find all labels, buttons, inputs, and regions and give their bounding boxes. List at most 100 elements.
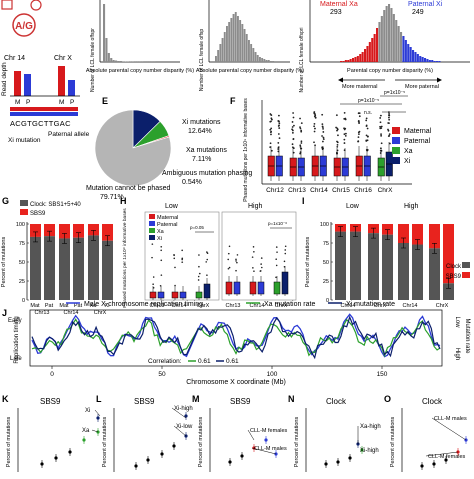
- h-outlier: [235, 259, 237, 261]
- f-outlier: [313, 125, 315, 127]
- hist-bar: [436, 61, 438, 62]
- i-high-label: High: [404, 203, 419, 210]
- hist-bar: [424, 58, 426, 62]
- f-legend-xa: Xa: [404, 148, 413, 155]
- f-outlier: [277, 142, 279, 144]
- hist-bar: [215, 56, 217, 62]
- panel-label-i: I: [302, 196, 305, 206]
- f-xtick-label: Chr13: [288, 187, 306, 194]
- f-outlier: [389, 143, 391, 145]
- f-xtick-label: Chr16: [354, 187, 372, 194]
- hist-bar: [376, 28, 378, 62]
- h-outlier: [206, 251, 208, 253]
- data-point: [264, 438, 267, 441]
- h-low-label: Low: [165, 203, 179, 210]
- hist-bar: [270, 61, 272, 62]
- more-paternal-label: More paternal: [405, 84, 439, 90]
- l-ylabel: Percent of mutations: [102, 417, 108, 468]
- hist3-bars: [340, 4, 441, 62]
- h-legend: Maternal Paternal Xa Xi: [149, 214, 178, 242]
- hist-bar: [426, 59, 428, 62]
- hist-bar: [362, 52, 364, 62]
- stack-clock: [382, 235, 393, 300]
- m-label-cllm-females: CLL-M females: [250, 428, 288, 434]
- f-outlier: [300, 148, 302, 150]
- f-outlier: [323, 137, 325, 139]
- f-outlier: [380, 133, 382, 135]
- panel-label-j: J: [2, 308, 7, 318]
- h-outlier: [276, 265, 278, 267]
- h-box: [158, 292, 164, 298]
- hist-bar: [105, 38, 107, 62]
- hist-bar: [237, 16, 239, 62]
- maternal-read-bar: [10, 107, 78, 111]
- j-high-label: High: [454, 348, 460, 360]
- l-label-xihigh: Xi-high: [174, 406, 193, 412]
- h-legend-maternal: Maternal: [157, 215, 178, 221]
- hist-bar: [125, 62, 127, 63]
- h-outlier: [206, 259, 208, 261]
- hist-bar: [434, 61, 436, 62]
- f-outlier: [337, 141, 339, 143]
- h-outlier: [261, 267, 263, 269]
- f-outlier: [314, 131, 316, 133]
- f-outlier: [270, 121, 272, 123]
- ytick-label: 25: [19, 279, 25, 285]
- h-outlier: [235, 270, 237, 272]
- h-pval-1: p=0.05: [190, 225, 204, 230]
- pie-pct-xi: 12.64%: [188, 128, 212, 135]
- f-legend-paternal: Paternal: [404, 138, 431, 145]
- h-outlier: [236, 262, 238, 264]
- hist2-bars: [215, 12, 274, 62]
- hist-bar: [103, 4, 105, 62]
- f-outlier: [270, 131, 272, 133]
- i-low-label: Low: [346, 203, 360, 210]
- f-outlier: [321, 114, 323, 116]
- data-point: [348, 456, 351, 459]
- ytick-label: 50: [323, 260, 329, 266]
- h-outlier: [227, 259, 229, 261]
- hist-bar: [113, 60, 115, 62]
- hist-bar: [431, 60, 433, 62]
- ytick-label: 50: [19, 260, 25, 266]
- f-outlier: [300, 146, 302, 148]
- h-outlier: [275, 258, 277, 260]
- f-outlier: [323, 138, 325, 140]
- ytick-label: 0: [22, 298, 25, 304]
- f-outlier: [270, 134, 272, 136]
- j-right-axis-label: Mutation rate: [464, 318, 470, 354]
- f-outlier: [292, 121, 294, 123]
- hist-bar: [345, 60, 347, 62]
- k-label-xi: Xi: [85, 408, 90, 414]
- hist1-bars: [103, 4, 156, 62]
- f-outlier: [292, 132, 294, 134]
- h-xtick-label: Chr14: [250, 303, 265, 309]
- hist-bar: [252, 48, 254, 62]
- hist-bar: [417, 54, 419, 62]
- f-outlier: [314, 115, 316, 117]
- stack-clock: [335, 232, 346, 300]
- ytick-label: 75: [323, 241, 329, 247]
- data-point: [324, 462, 327, 465]
- f-outlier: [345, 135, 347, 137]
- g-xtick-label: Mat: [30, 303, 40, 309]
- g-legend-sbs9: SBS9: [30, 211, 46, 217]
- stack-clock: [412, 245, 423, 300]
- f-outlier: [300, 142, 302, 144]
- h-outlier: [160, 250, 162, 252]
- hist1-ylabel: Number of LCL female offspr: [90, 28, 96, 92]
- f-outlier: [314, 123, 316, 125]
- f-outlier: [389, 133, 391, 135]
- f-outlier: [269, 129, 271, 131]
- hist-bar: [419, 56, 421, 62]
- panel-label-o: O: [384, 394, 391, 404]
- f-outlier: [322, 141, 324, 143]
- n-ylabel: Percent of mutations: [294, 417, 300, 468]
- h-outlier: [253, 251, 255, 253]
- j-xi-line: [32, 317, 440, 358]
- hist-bar: [217, 50, 219, 62]
- g-xtick-label: Pat: [45, 303, 54, 309]
- f-legend-xa-swatch: [392, 147, 400, 154]
- h-ylabel: Phased mutations per 1x10⁹ informative b…: [122, 208, 128, 308]
- f-outlier: [322, 131, 324, 133]
